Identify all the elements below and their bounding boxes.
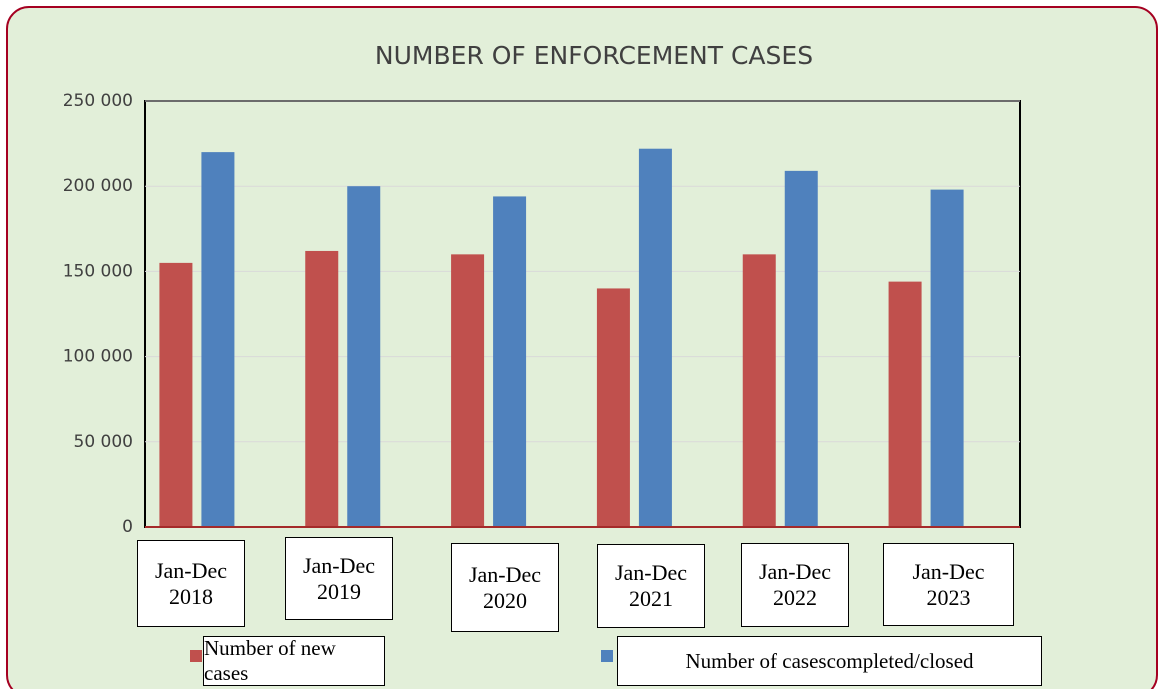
bar xyxy=(305,250,339,527)
y-tick-label: 0 xyxy=(122,517,133,537)
chart-background xyxy=(6,6,1158,689)
x-tick-label: Jan-Dec 2020 xyxy=(451,543,559,632)
bar xyxy=(451,254,485,528)
y-tick-label: 250 000 xyxy=(63,91,133,111)
x-tick-label: Jan-Dec 2019 xyxy=(285,537,393,620)
y-tick-label: 200 000 xyxy=(63,176,133,196)
bar xyxy=(742,254,776,528)
bar xyxy=(784,170,818,527)
x-tick-label: Jan-Dec 2018 xyxy=(137,540,245,627)
bar xyxy=(930,189,964,527)
y-tick-label: 100 000 xyxy=(63,347,133,367)
bar xyxy=(159,262,193,527)
legend-swatch xyxy=(601,650,613,662)
bar xyxy=(347,186,381,527)
x-tick-label: Jan-Dec 2022 xyxy=(741,543,849,627)
bar xyxy=(596,288,630,527)
bar xyxy=(201,152,235,527)
y-tick-label: 150 000 xyxy=(63,261,133,281)
bar xyxy=(493,196,527,527)
chart-title: NUMBER OF ENFORCEMENT CASES xyxy=(375,41,813,70)
y-tick-label: 50 000 xyxy=(74,432,133,452)
legend-label: Number of new cases xyxy=(203,636,385,686)
bar xyxy=(638,148,672,527)
x-tick-label: Jan-Dec 2021 xyxy=(597,544,705,628)
legend-swatch xyxy=(190,650,202,662)
bar xyxy=(888,281,922,527)
x-tick-label: Jan-Dec 2023 xyxy=(883,543,1014,626)
legend-label: Number of casescompleted/closed xyxy=(617,636,1042,686)
